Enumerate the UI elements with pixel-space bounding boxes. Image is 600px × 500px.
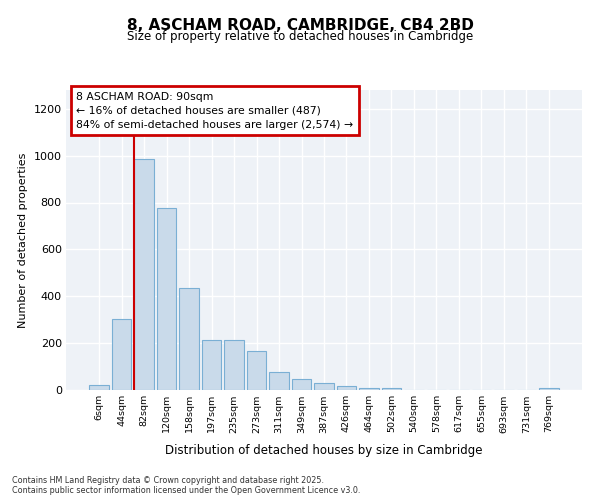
Bar xyxy=(179,288,199,390)
Bar xyxy=(157,208,176,390)
Bar xyxy=(224,340,244,390)
Bar xyxy=(112,318,131,390)
Bar xyxy=(89,386,109,390)
Bar xyxy=(337,386,356,390)
Bar xyxy=(292,379,311,390)
Bar xyxy=(247,352,266,390)
Bar xyxy=(314,382,334,390)
Text: Size of property relative to detached houses in Cambridge: Size of property relative to detached ho… xyxy=(127,30,473,43)
Text: Contains HM Land Registry data © Crown copyright and database right 2025.: Contains HM Land Registry data © Crown c… xyxy=(12,476,324,485)
Text: 8 ASCHAM ROAD: 90sqm
← 16% of detached houses are smaller (487)
84% of semi-deta: 8 ASCHAM ROAD: 90sqm ← 16% of detached h… xyxy=(76,92,353,130)
Y-axis label: Number of detached properties: Number of detached properties xyxy=(18,152,28,328)
Bar xyxy=(269,372,289,390)
Bar xyxy=(134,159,154,390)
Bar xyxy=(539,388,559,390)
Text: 8, ASCHAM ROAD, CAMBRIDGE, CB4 2BD: 8, ASCHAM ROAD, CAMBRIDGE, CB4 2BD xyxy=(127,18,473,32)
Bar xyxy=(382,388,401,390)
Bar xyxy=(359,388,379,390)
Text: Contains public sector information licensed under the Open Government Licence v3: Contains public sector information licen… xyxy=(12,486,361,495)
X-axis label: Distribution of detached houses by size in Cambridge: Distribution of detached houses by size … xyxy=(165,444,483,456)
Bar xyxy=(202,340,221,390)
